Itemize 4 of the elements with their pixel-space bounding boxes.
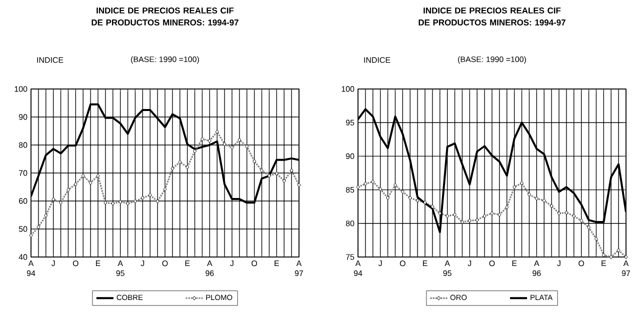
chart-title: INDICE DE PRECIOS REALES CIF DE PRODUCTOS MINEROS: 1994-97: [418, 8, 566, 26]
point: [267, 174, 271, 178]
chart-title: INDICE DE PRECIOS REALES CIF DE PRODUCTOS MINEROS: 1994-97: [92, 8, 238, 26]
point: [423, 200, 427, 205]
